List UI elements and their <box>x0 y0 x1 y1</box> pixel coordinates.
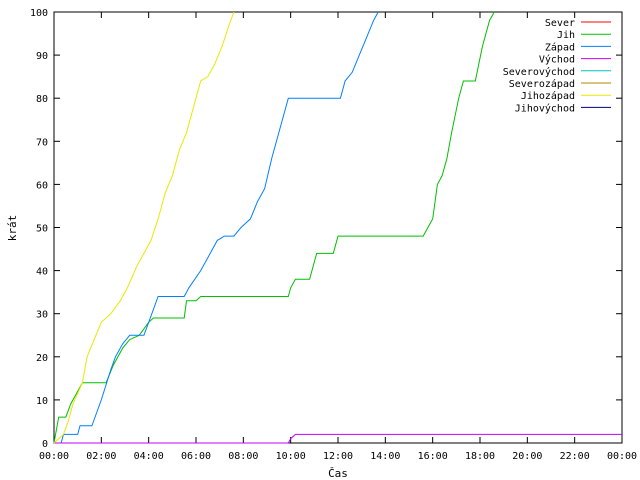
y-tick-label: 70 <box>36 137 48 148</box>
x-tick-label: 20:00 <box>512 451 542 462</box>
x-tick-label: 08:00 <box>228 451 258 462</box>
x-tick-label: 14:00 <box>370 451 400 462</box>
legend-label: Severozápad <box>509 78 575 90</box>
y-tick-label: 20 <box>36 353 48 364</box>
y-tick-label: 40 <box>36 267 48 278</box>
y-tick-label: 90 <box>36 51 48 62</box>
y-tick-label: 100 <box>30 8 48 19</box>
series-line-Západ <box>54 11 379 444</box>
x-tick-label: 12:00 <box>323 451 353 462</box>
y-tick-label: 60 <box>36 180 48 191</box>
x-tick-label: 00:00 <box>39 451 69 462</box>
series-lines <box>53 11 622 444</box>
legend: SeverJihZápadVýchodSeverovýchodSeverozáp… <box>503 18 611 114</box>
y-tick-label: 10 <box>36 396 48 407</box>
x-tick-label: 18:00 <box>465 451 495 462</box>
y-axis-label: krát <box>6 215 19 242</box>
x-tick-label: 04:00 <box>134 451 164 462</box>
legend-label: Západ <box>545 41 575 53</box>
axis-ticks: 0 10 20 30 40 50 60 70 80 90 100 00:00 02:00 04:00 06:… <box>30 8 637 462</box>
legend-label: Jihovýchod <box>515 102 575 114</box>
x-tick-label: 00:00 <box>607 451 637 462</box>
x-tick-label: 10:00 <box>276 451 306 462</box>
x-tick-label: 06:00 <box>181 451 211 462</box>
series-line-Východ <box>54 433 622 444</box>
x-tick-label: 02:00 <box>86 451 116 462</box>
x-tick-label: 16:00 <box>418 451 448 462</box>
legend-label: Jihozápad <box>521 90 575 102</box>
y-tick-label: 0 <box>42 439 48 450</box>
series-line-Jihozápad <box>53 11 235 444</box>
x-axis-label: Čas <box>328 467 348 480</box>
x-tick-label: 22:00 <box>560 451 590 462</box>
legend-label: Jih <box>557 30 575 41</box>
y-tick-label: 30 <box>36 310 48 321</box>
y-tick-label: 50 <box>36 224 48 235</box>
series-line-Jih <box>53 11 495 444</box>
y-tick-label: 80 <box>36 94 48 105</box>
legend-label: Severovýchod <box>503 66 575 78</box>
legend-label: Sever <box>545 18 575 29</box>
legend-label: Východ <box>539 54 575 66</box>
